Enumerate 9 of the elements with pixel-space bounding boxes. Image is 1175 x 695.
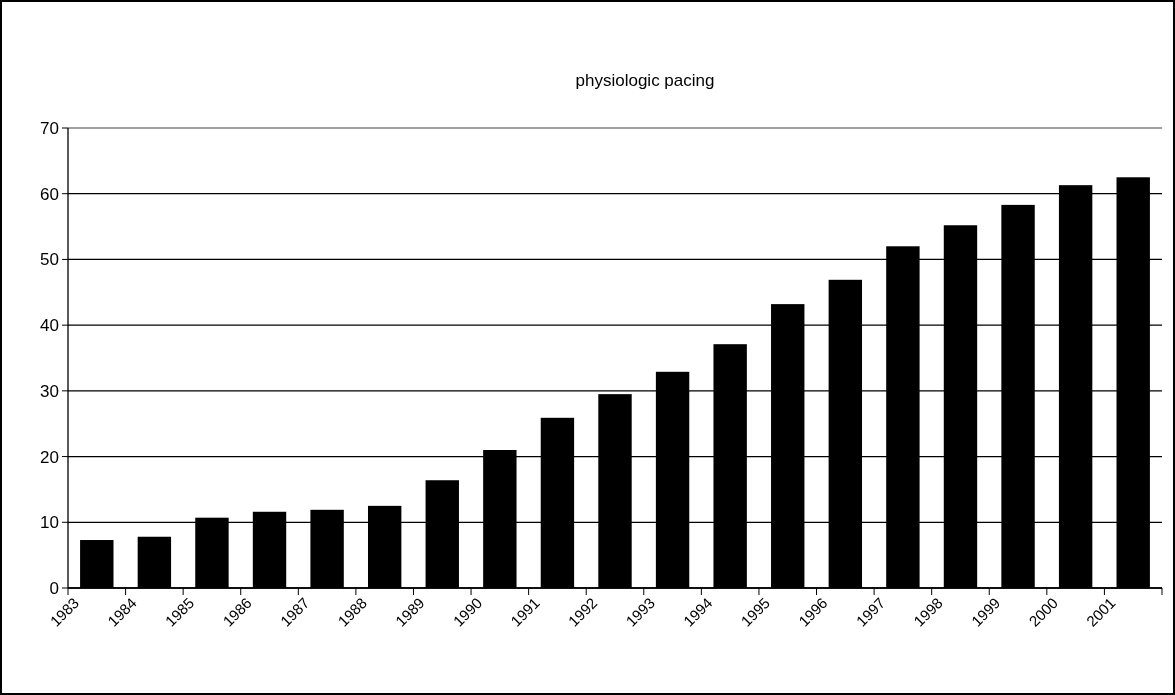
- y-tick-label: 60: [40, 184, 59, 204]
- y-tick-label: 20: [40, 447, 59, 467]
- chart-title: physiologic pacing: [575, 71, 715, 90]
- y-tick-label: 70: [40, 118, 59, 138]
- y-tick-label: 30: [40, 381, 59, 401]
- y-tick-label: 50: [40, 250, 59, 270]
- y-tick-label: 10: [40, 513, 59, 533]
- y-tick-label: 0: [49, 578, 59, 598]
- y-tick-label: 40: [40, 316, 59, 336]
